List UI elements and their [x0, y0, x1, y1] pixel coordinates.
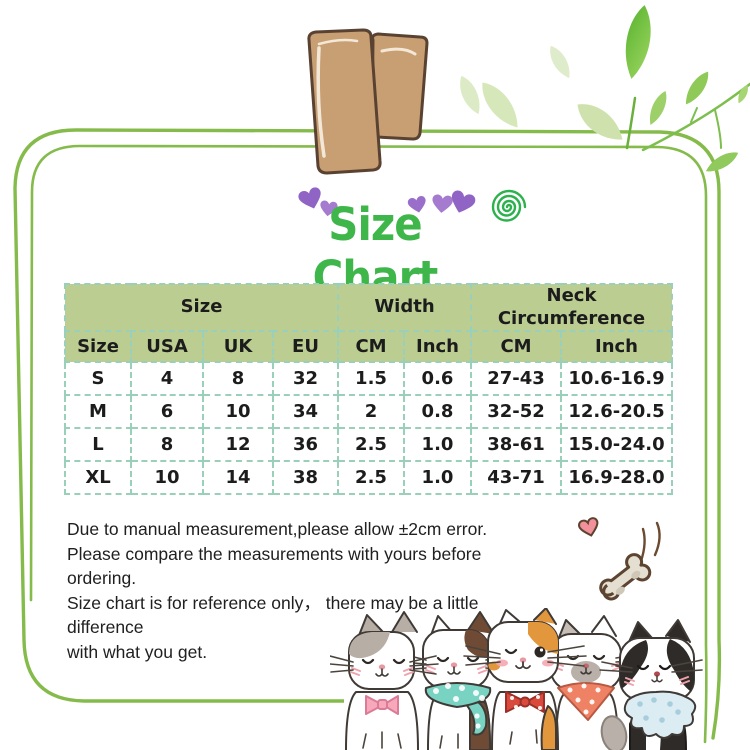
table-cell: 1.5 — [337, 361, 405, 396]
table-cell: 38 — [272, 460, 339, 495]
table-cell: 6 — [130, 394, 204, 429]
spiral-icon — [491, 189, 527, 222]
column-header: EU — [272, 330, 339, 363]
column-header: CM — [337, 330, 405, 363]
group-header-size: Size — [64, 283, 339, 332]
column-header: Inch — [403, 330, 472, 363]
table-cell: L — [64, 427, 132, 462]
cat-orange-winking-red-bow — [463, 608, 587, 750]
table-cell: 10.6-16.9 — [560, 361, 673, 396]
group-header-neck-circumference: Neck Circumference — [470, 283, 673, 332]
table-cell: 1.0 — [403, 460, 472, 495]
table-cell: 2.5 — [337, 460, 405, 495]
table-cell: 14 — [202, 460, 274, 495]
table-cell: 10 — [130, 460, 204, 495]
size-table: Size Width Neck Circumference Size USA U… — [64, 283, 673, 495]
table-cell: 15.0-24.0 — [560, 427, 673, 462]
table-cell: 38-61 — [470, 427, 562, 462]
table-cell: 4 — [130, 361, 204, 396]
column-header: Size — [64, 330, 132, 363]
table-cell: 43-71 — [470, 460, 562, 495]
table-cell: 1.0 — [403, 427, 472, 462]
table-column-header-row: Size USA UK EU CM Inch CM Inch — [64, 330, 673, 363]
table-row-l: L 8 12 36 2.5 1.0 38-61 15.0-24.0 — [64, 427, 673, 462]
cats-illustration — [330, 608, 703, 750]
table-cell: 10 — [202, 394, 274, 429]
table-row-xl: XL 10 14 38 2.5 1.0 43-71 16.9-28.0 — [64, 460, 673, 495]
table-cell: S — [64, 361, 132, 396]
table-cell: 12 — [202, 427, 274, 462]
table-cell: 0.8 — [403, 394, 472, 429]
column-header: CM — [470, 330, 562, 363]
table-cell: 34 — [272, 394, 339, 429]
bone-and-heart-decoration — [578, 517, 661, 601]
table-cell: 2.5 — [337, 427, 405, 462]
table-cell: 8 — [130, 427, 204, 462]
table-cell: 32 — [272, 361, 339, 396]
table-cell: 27-43 — [470, 361, 562, 396]
table-cell: 36 — [272, 427, 339, 462]
table-cell: 32-52 — [470, 394, 562, 429]
table-cell: 8 — [202, 361, 274, 396]
note-line: Size chart is for reference only， there … — [67, 592, 479, 638]
column-header: UK — [202, 330, 274, 363]
note-line: with what you get. — [67, 641, 208, 662]
table-cell: 12.6-20.5 — [560, 394, 673, 429]
leaves-decoration — [454, 3, 750, 177]
group-header-width: Width — [337, 283, 472, 332]
wooden-clip-icon — [307, 28, 429, 175]
note-line: Due to manual measurement,please allow ±… — [67, 519, 488, 539]
column-header: Inch — [560, 330, 673, 363]
table-cell: 0.6 — [403, 361, 472, 396]
column-header: USA — [130, 330, 204, 363]
pink-heart-icon — [578, 517, 599, 537]
table-cell: XL — [64, 460, 132, 495]
dog-bone-icon — [599, 553, 652, 601]
table-row-m: M 6 10 34 2 0.8 32-52 12.6-20.5 — [64, 394, 673, 429]
measurement-notes: Due to manual measurement,please allow ±… — [67, 517, 537, 664]
cat-brown-patch-teal-scarf — [399, 611, 517, 750]
cat-gray-white-pink-bow — [330, 611, 439, 750]
table-cell: M — [64, 394, 132, 429]
note-line: Please compare the measurements with you… — [67, 543, 482, 589]
table-row-s: S 4 8 32 1.5 0.6 27-43 10.6-16.9 — [64, 361, 673, 396]
table-group-header-row: Size Width Neck Circumference — [64, 283, 673, 332]
table-cell: 16.9-28.0 — [560, 460, 673, 495]
table-cell: 2 — [337, 394, 405, 429]
cat-black-white-blue-collar — [599, 619, 703, 750]
